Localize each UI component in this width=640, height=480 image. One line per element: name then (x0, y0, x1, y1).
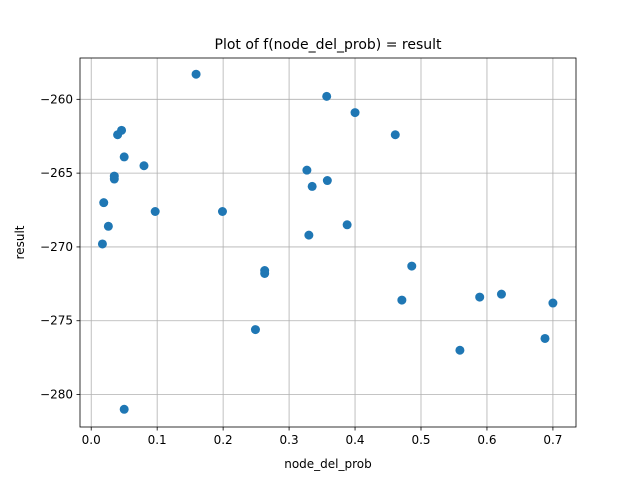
x-tick-label: 0.7 (543, 433, 562, 447)
data-point (322, 176, 332, 186)
data-points (97, 69, 558, 414)
data-point (475, 292, 485, 302)
data-point (250, 325, 260, 335)
data-point (260, 268, 270, 278)
data-point (390, 130, 400, 140)
y-tick-label: −275 (40, 314, 73, 328)
data-point (397, 295, 407, 305)
data-point (455, 345, 465, 355)
data-point (99, 198, 109, 208)
y-tick-label: −280 (40, 388, 73, 402)
x-tick-label: 0.1 (148, 433, 167, 447)
x-tick-label: 0.2 (214, 433, 233, 447)
x-tick-label: 0.3 (280, 433, 299, 447)
data-point (350, 108, 360, 118)
data-point (304, 230, 314, 240)
data-point (496, 289, 506, 299)
data-point (139, 161, 149, 171)
data-point (103, 221, 113, 231)
x-tick-label: 0.4 (345, 433, 364, 447)
data-point (109, 174, 119, 184)
data-point (322, 91, 332, 101)
data-point (191, 69, 201, 79)
data-point (113, 130, 123, 140)
data-point (307, 181, 317, 191)
data-point (407, 261, 417, 271)
data-point (119, 152, 129, 162)
y-tick-label: −265 (40, 166, 73, 180)
axis-ticks: 0.0 0.1 0.2 0.3 0.4 0.5 0.6 0.7 −280 −275 −270 −265… (40, 92, 562, 447)
data-point (150, 207, 160, 217)
data-point (97, 239, 107, 249)
y-tick-label: −270 (40, 240, 73, 254)
data-point (302, 165, 312, 175)
x-tick-label: 0.6 (477, 433, 496, 447)
data-point (548, 298, 558, 308)
y-axis-label: result (13, 225, 27, 259)
plot-frame (79, 57, 577, 428)
x-axis-label: node_del_prob (284, 457, 372, 471)
data-point (119, 404, 129, 414)
x-tick-label: 0.0 (82, 433, 101, 447)
data-point (540, 333, 550, 343)
y-tick-label: −260 (40, 92, 73, 106)
chart-title: Plot of f(node_del_prob) = result (215, 37, 442, 53)
data-point (342, 220, 352, 230)
x-tick-label: 0.5 (411, 433, 430, 447)
data-point (217, 207, 227, 217)
